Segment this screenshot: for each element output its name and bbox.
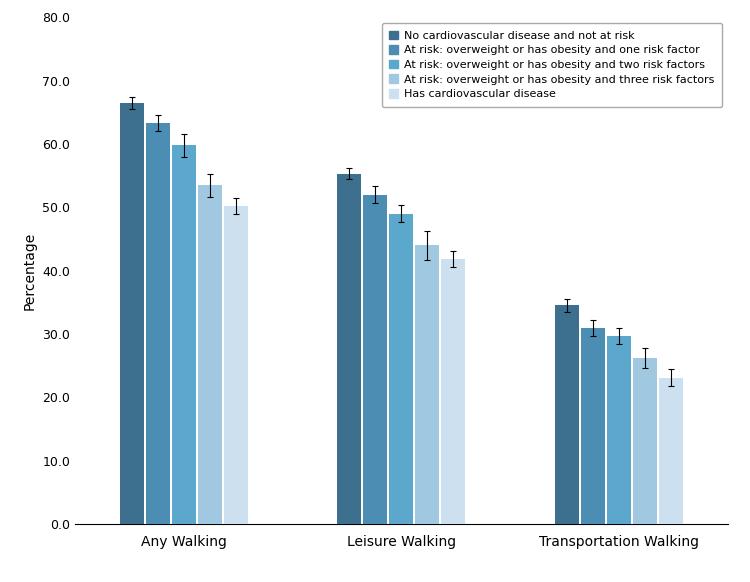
Bar [607, 336, 631, 524]
Bar [554, 306, 578, 524]
Bar [389, 214, 413, 524]
Bar [224, 206, 248, 524]
Bar [198, 185, 222, 524]
Bar [146, 123, 170, 524]
Bar [659, 378, 683, 524]
Legend: No cardiovascular disease and not at risk, At risk: overweight or has obesity an: No cardiovascular disease and not at ris… [382, 23, 722, 107]
Y-axis label: Percentage: Percentage [22, 232, 37, 310]
Bar [172, 146, 196, 524]
Bar [442, 259, 466, 524]
Bar [416, 246, 440, 524]
Bar [119, 103, 143, 524]
Bar [337, 174, 361, 524]
Bar [633, 358, 657, 524]
Bar [363, 194, 387, 524]
Bar [580, 328, 604, 524]
